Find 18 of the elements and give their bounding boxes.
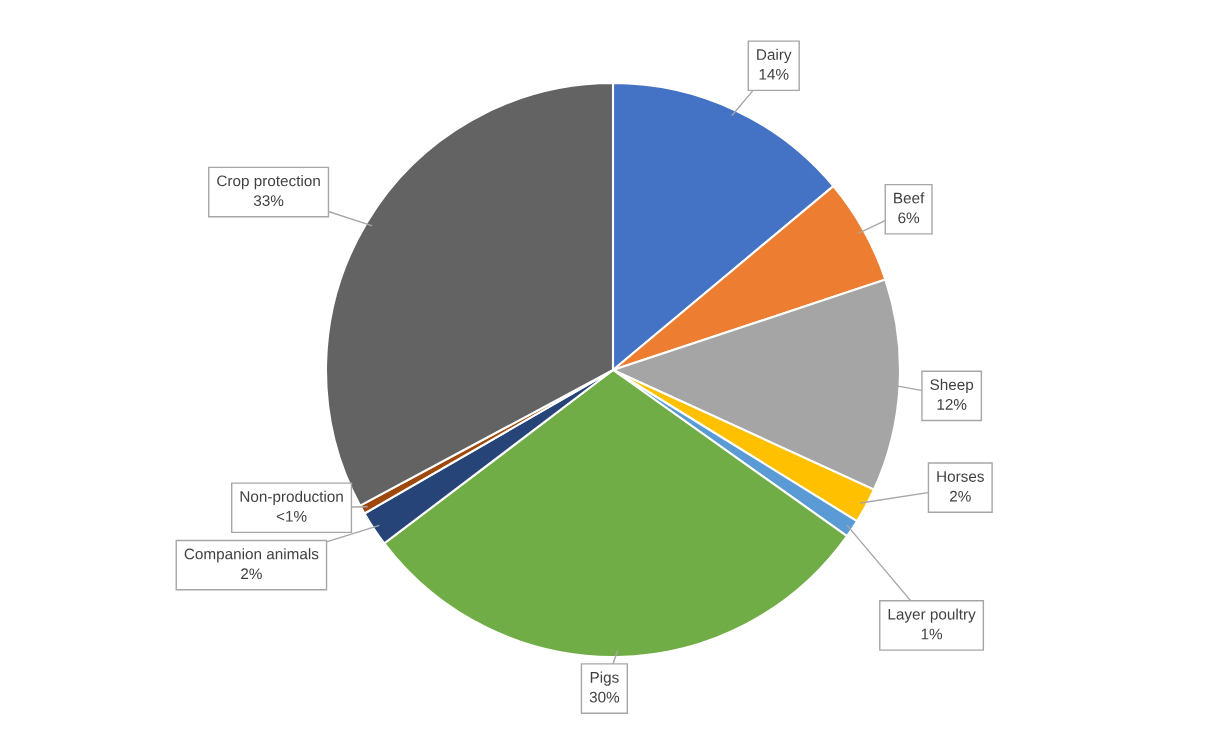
data-label: 2% <box>950 490 971 502</box>
slice-label: Dairy <box>757 48 792 64</box>
data-label: <1% <box>276 511 307 522</box>
slice-label: Beef <box>894 192 925 204</box>
slice-label: Crop protection <box>217 175 320 190</box>
data-label: 6% <box>898 212 920 224</box>
data-label: 33% <box>253 195 284 207</box>
slice-label: Sheep <box>930 378 974 394</box>
data-label: 14% <box>759 69 789 80</box>
data-label: 30% <box>589 691 620 703</box>
slice-label: Layer poultry <box>888 608 976 623</box>
data-label: 2% <box>241 568 262 580</box>
slice-label: Pigs <box>590 671 619 686</box>
slice-label: Companion animals <box>184 548 319 563</box>
data-label: 1% <box>921 628 943 640</box>
data-label: 12% <box>937 399 967 410</box>
slice-label: Non-production <box>240 490 343 505</box>
slice-label: Horses <box>937 471 984 482</box>
